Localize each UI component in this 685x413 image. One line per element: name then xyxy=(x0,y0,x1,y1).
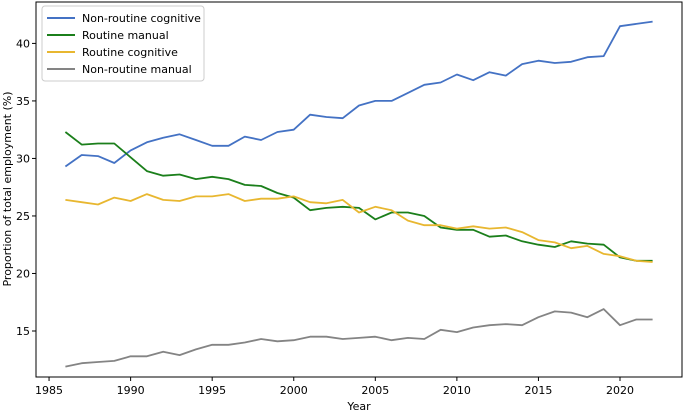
series-line-3 xyxy=(65,308,653,368)
legend-label-2: Routine cognitive xyxy=(82,46,178,59)
x-tick-label-1: 1990 xyxy=(117,384,145,397)
y-tick-label-5: 40 xyxy=(16,37,30,50)
x-tick-label-4: 2005 xyxy=(361,384,389,397)
x-tick-label-7: 2020 xyxy=(606,384,634,397)
y-tick-label-0: 15 xyxy=(16,325,30,338)
series-line-1 xyxy=(64,131,653,262)
series-lines xyxy=(64,20,653,368)
series-line-0 xyxy=(64,20,653,168)
legend-box xyxy=(41,5,205,82)
y-axis-label: Proportion of total employment (%) xyxy=(1,91,14,286)
y-axis: 15 20 25 30 35 40 xyxy=(16,37,36,338)
x-axis: 1985 1990 1995 2000 2005 2010 2015 2020 xyxy=(35,377,634,397)
legend-label-3: Non-routine manual xyxy=(82,63,192,76)
legend-label-0: Non-routine cognitive xyxy=(82,12,201,25)
y-tick-label-2: 25 xyxy=(16,210,30,223)
x-tick-label-2: 1995 xyxy=(198,384,226,397)
series-line-2 xyxy=(65,193,653,263)
y-tick-label-3: 30 xyxy=(16,152,30,165)
y-tick-label-4: 35 xyxy=(16,95,30,108)
legend: Non-routine cognitive Routine manual Routi… xyxy=(41,5,205,82)
x-tick-label-5: 2010 xyxy=(443,384,471,397)
y-tick-label-1: 20 xyxy=(16,267,30,280)
legend-label-1: Routine manual xyxy=(82,29,169,42)
plot-frame xyxy=(35,1,683,378)
x-tick-label-3: 2000 xyxy=(280,384,308,397)
x-tick-label-0: 1985 xyxy=(35,384,63,397)
x-axis-label: Year xyxy=(346,400,371,413)
x-tick-label-6: 2015 xyxy=(524,384,552,397)
